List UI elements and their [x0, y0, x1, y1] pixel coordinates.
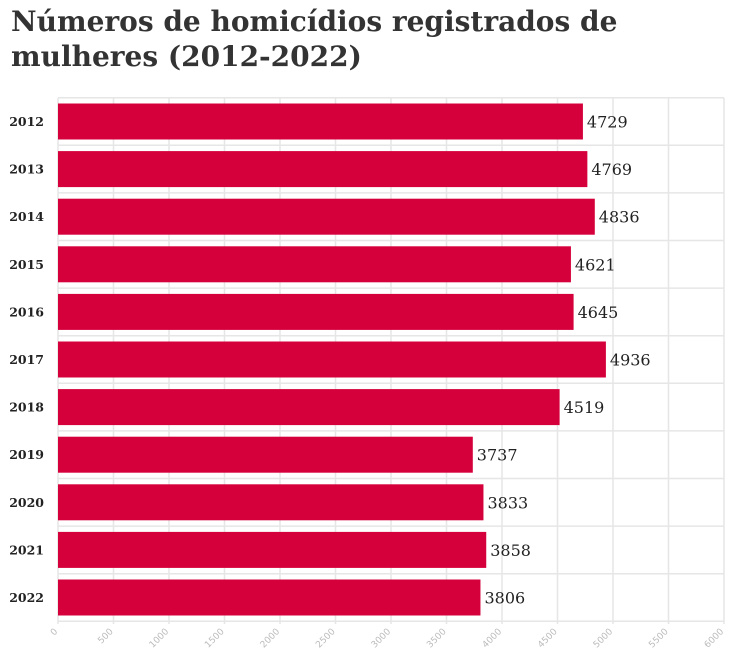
value-label-2014: 4836: [599, 208, 640, 227]
category-label-2015: 2015: [9, 257, 44, 272]
value-label-2018: 4519: [564, 398, 605, 417]
category-label-2021: 2021: [9, 542, 44, 557]
value-label-2022: 3806: [484, 589, 525, 608]
value-label-2021: 3858: [490, 541, 531, 560]
chart-title: Números de homicídios registrados de mul…: [11, 5, 618, 73]
category-label-2018: 2018: [9, 400, 44, 415]
x-tick-label-5500: 5500: [647, 627, 670, 650]
bar-2017: [58, 341, 606, 378]
value-label-2017: 4936: [610, 351, 651, 370]
bar-2022: [58, 579, 481, 616]
x-tick-label-1500: 1500: [203, 627, 226, 650]
category-label-2012: 2012: [9, 114, 44, 129]
category-label-2013: 2013: [9, 162, 44, 177]
bar-2012: [58, 103, 583, 140]
x-tick-label-5000: 5000: [592, 627, 615, 650]
value-labels: 4729 4769 4836 4621 4645 4936 4519 3737 3833 3858…: [477, 113, 651, 608]
bar-2016: [58, 293, 574, 330]
value-label-2015: 4621: [575, 255, 616, 274]
bar-2013: [58, 151, 588, 188]
category-label-2020: 2020: [9, 495, 44, 510]
value-label-2012: 4729: [587, 113, 628, 132]
category-label-2017: 2017: [9, 352, 44, 367]
bar-2021: [58, 531, 487, 568]
x-tick-label-6000: 6000: [703, 627, 726, 650]
bar-2018: [58, 389, 560, 426]
x-tick-label-2000: 2000: [259, 627, 282, 650]
x-tick-label-1000: 1000: [148, 627, 171, 650]
value-label-2016: 4645: [578, 303, 619, 322]
x-tick-label-3500: 3500: [425, 627, 448, 650]
x-tick-label-3000: 3000: [370, 627, 393, 650]
x-tick-label-2500: 2500: [314, 627, 337, 650]
x-tick-label-4000: 4000: [481, 627, 504, 650]
value-label-2020: 3833: [487, 493, 528, 512]
x-tick-label-0: 0: [49, 627, 60, 638]
bar-2019: [58, 436, 473, 473]
bars: [58, 103, 606, 616]
bar-2020: [58, 484, 484, 521]
bar-2014: [58, 198, 595, 235]
x-tick-label-4500: 4500: [536, 627, 559, 650]
x-axis-tick-labels: 0 500 1000 1500 2000 2500 3000 3500 4000 4500 5000…: [49, 627, 726, 650]
category-label-2016: 2016: [9, 304, 44, 319]
x-tick-label-500: 500: [96, 627, 115, 646]
category-label-2014: 2014: [9, 209, 44, 224]
value-label-2013: 4769: [591, 160, 632, 179]
category-label-2019: 2019: [9, 447, 44, 462]
category-labels: 2012 2013 2014 2015 2016 2017 2018 2019 2020 2021…: [9, 114, 44, 605]
category-label-2022: 2022: [9, 590, 44, 605]
bar-2015: [58, 246, 571, 283]
value-label-2019: 3737: [477, 446, 518, 465]
